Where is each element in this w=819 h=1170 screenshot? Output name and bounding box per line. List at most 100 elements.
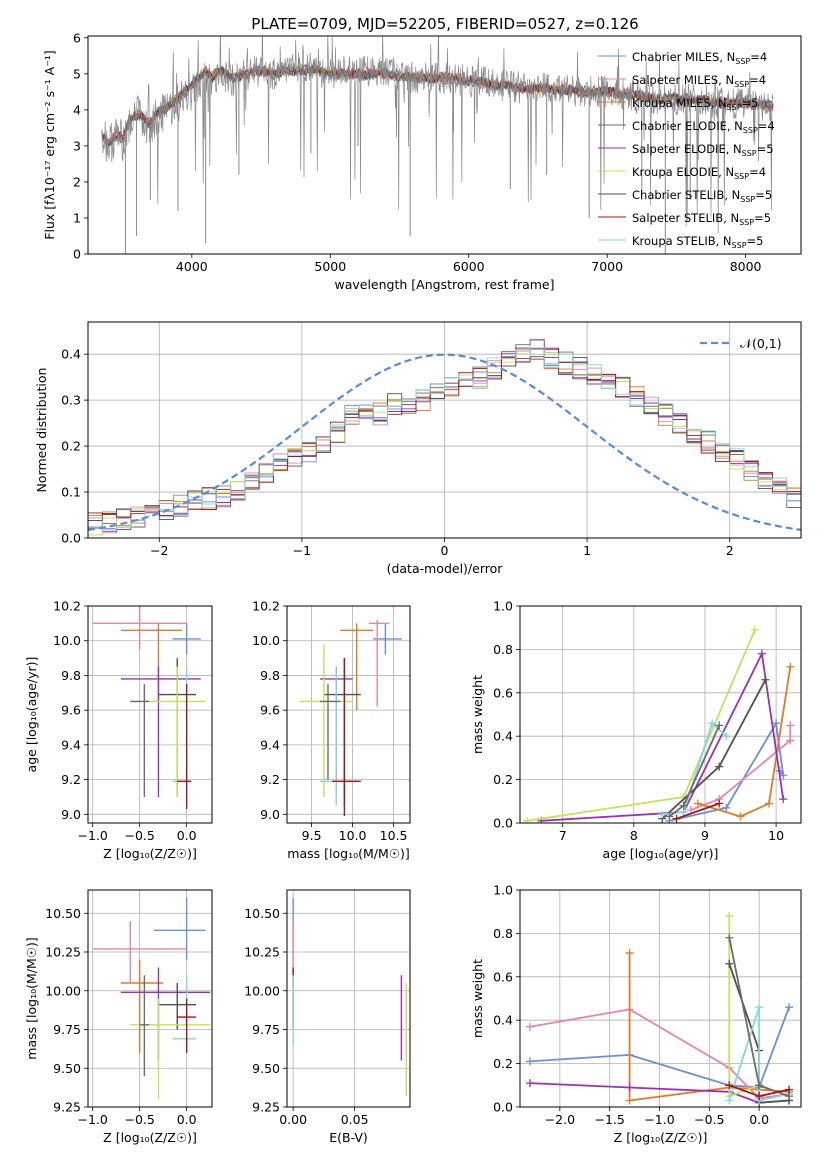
legend-label-sub: SSP: [740, 195, 755, 204]
y-tick-label: 10.25: [45, 945, 81, 960]
mass-weight-marker: [772, 719, 781, 728]
error-bar-point: [158, 983, 197, 1030]
mass-weight-marker: [715, 762, 724, 771]
x-axis-label: age [log₁₀(age/yr)]: [603, 846, 719, 861]
mass-weight-marker: [786, 721, 795, 730]
panels: 4000 5000 6000 7000 8000 0 1 2 3 4 5 6 wavelength [A…: [24, 30, 802, 1145]
x-tick-label: −2.0: [545, 1112, 575, 1127]
y-tick-label: 3: [73, 138, 81, 153]
legend-label-value: =4: [749, 165, 766, 179]
y-tick-label: 10.2: [53, 599, 81, 614]
legend-label: Salpeter STELIB, NSSP=5: [632, 211, 771, 227]
legend-label: Kroupa STELIB, NSSP=5: [632, 234, 763, 250]
axes-box: [519, 889, 802, 1108]
legend-label-text: Kroupa ELODIE, N: [632, 165, 734, 179]
y-tick-label: 0.2: [493, 1056, 513, 1071]
y-tick-label: 10.0: [252, 633, 280, 648]
x-tick-label: −2: [150, 543, 168, 558]
panel-residuals: −2 −1 0 1 2 0.0 0.1 0.2 0.3 0.4 (data-model)/error…: [34, 321, 802, 576]
plot-area: [88, 338, 801, 536]
y-axis-label: Normed distribution: [34, 368, 49, 493]
legend-label-text: Salpeter MILES, N: [632, 73, 734, 87]
legend-label-value: =5: [755, 188, 772, 202]
x-tick-label: 7: [559, 828, 567, 843]
mass-weight-marker: [750, 625, 759, 634]
plot-area: [523, 625, 795, 823]
x-axis-label: Z [log₁₀(Z/Z☉)]: [103, 1130, 197, 1145]
error-bar-point: [130, 684, 150, 797]
mass-weight-marker: [725, 1096, 734, 1105]
x-tick-label: 0: [441, 543, 449, 558]
x-axis-label: Z [log₁₀(Z/Z☉)]: [614, 1130, 708, 1145]
error-bar-point: [130, 998, 211, 1100]
axes-box: [87, 35, 802, 255]
y-tick-label: 9.6: [260, 703, 280, 718]
x-tick-label: 10.5: [380, 828, 408, 843]
mass-weight-marker: [761, 675, 770, 684]
x-tick-label: −0.5: [124, 828, 154, 843]
legend-label-text: Chabrier MILES, N: [632, 50, 735, 64]
legend-label: Kroupa MILES, NSSP=5: [632, 96, 758, 112]
mass-weight-series: [728, 1006, 790, 1102]
y-tick-label: 0.2: [61, 439, 81, 454]
panel-weight-vs-age: 7 8 9 10 0.0 0.2 0.4 0.6 0.8 1.0 age [log₁₀(age/yr…: [470, 599, 802, 861]
y-tick-label: 0.1: [61, 485, 81, 500]
axes-box: [286, 605, 411, 824]
y-tick-label: 2: [73, 174, 81, 189]
legend-label-sub: SSP: [732, 241, 747, 250]
x-tick-label: −1.0: [644, 1112, 674, 1127]
y-axis-label: Flux [fλ10⁻¹⁷ erg cm⁻² s⁻¹ A⁻¹]: [42, 50, 57, 239]
legend-label-value: =5: [747, 234, 764, 248]
axes-frame: −2.0 −1.5 −1.0 −0.5 0.0 0.0 0.2 0.4 0.6 0.8 1.0 Z […: [470, 883, 802, 1145]
y-tick-label: 9.25: [53, 1100, 81, 1115]
mass-weight-marker: [786, 662, 795, 671]
mass-weight-marker: [686, 805, 695, 814]
axes-frame: 9.5 10.0 10.5 9.0 9.2 9.4 9.6 9.8 10.0 10.2 mass […: [252, 599, 411, 861]
error-bar-point: [177, 684, 192, 810]
legend-label-sub: SSP: [727, 103, 742, 112]
mass-weight-marker: [715, 799, 724, 808]
y-tick-label: 1.0: [493, 883, 513, 898]
panel-weight-vs-z: −2.0 −1.5 −1.0 −0.5 0.0 0.0 0.2 0.4 0.6 0.8 1.0 Z […: [470, 883, 802, 1145]
x-tick-label: −1: [293, 543, 311, 558]
y-tick-label: 9.2: [260, 772, 280, 787]
error-bar-point: [172, 623, 201, 655]
y-tick-label: 0.4: [61, 347, 81, 362]
mass-weight-marker: [736, 812, 745, 821]
x-tick-label: −0.5: [694, 1112, 724, 1127]
y-tick-label: 9.25: [252, 1100, 280, 1115]
legend-label: Chabrier ELODIE, NSSP=4: [632, 119, 775, 135]
y-tick-label: 4: [73, 102, 81, 117]
y-tick-label: 6: [73, 30, 81, 45]
x-axis-label: E(B-V): [329, 1130, 368, 1145]
axes-box: [87, 605, 213, 824]
error-bar-point: [172, 666, 192, 806]
x-axis-label: wavelength [Angstrom, rest frame]: [334, 277, 554, 292]
plot-area: [101, 36, 774, 254]
x-tick-label: −1.0: [78, 828, 108, 843]
error-bar-point: [120, 967, 211, 1061]
y-tick-label: 10.0: [53, 633, 81, 648]
legend-label-text: Salpeter STELIB, N: [632, 211, 739, 225]
legend-label-text: Salpeter ELODIE, N: [632, 142, 742, 156]
legend-label-value: =5: [754, 211, 771, 225]
figure-title: PLATE=0709, MJD=52205, FIBERID=0527, z=0…: [251, 15, 638, 33]
legend-label-sub: SSP: [739, 218, 754, 227]
mass-weight-marker: [708, 719, 717, 728]
x-tick-label: 0.0: [177, 1112, 197, 1127]
legend-label-value: =5: [742, 96, 759, 110]
x-tick-label: 0.05: [341, 1112, 369, 1127]
x-tick-label: 9: [701, 828, 709, 843]
y-axis-label: mass weight: [470, 959, 485, 1038]
x-axis-label: mass [log₁₀(M/M☉)]: [287, 846, 409, 861]
legend-label-value: =5: [757, 142, 774, 156]
x-tick-label: 6000: [453, 259, 485, 274]
axes-frame: 4000 5000 6000 7000 8000 0 1 2 3 4 5 6 wavelength [A…: [42, 30, 802, 292]
x-tick-label: 10.0: [339, 828, 367, 843]
panel-mass-vs-z: −1.0 −0.5 0.0 9.25 9.50 9.75 10.00 10.25 10.50 Z …: [24, 889, 213, 1145]
y-tick-label: 0.3: [61, 393, 81, 408]
error-bar-point: [120, 623, 182, 702]
x-tick-label: 0.00: [279, 1112, 307, 1127]
error-bar-point: [92, 606, 187, 650]
